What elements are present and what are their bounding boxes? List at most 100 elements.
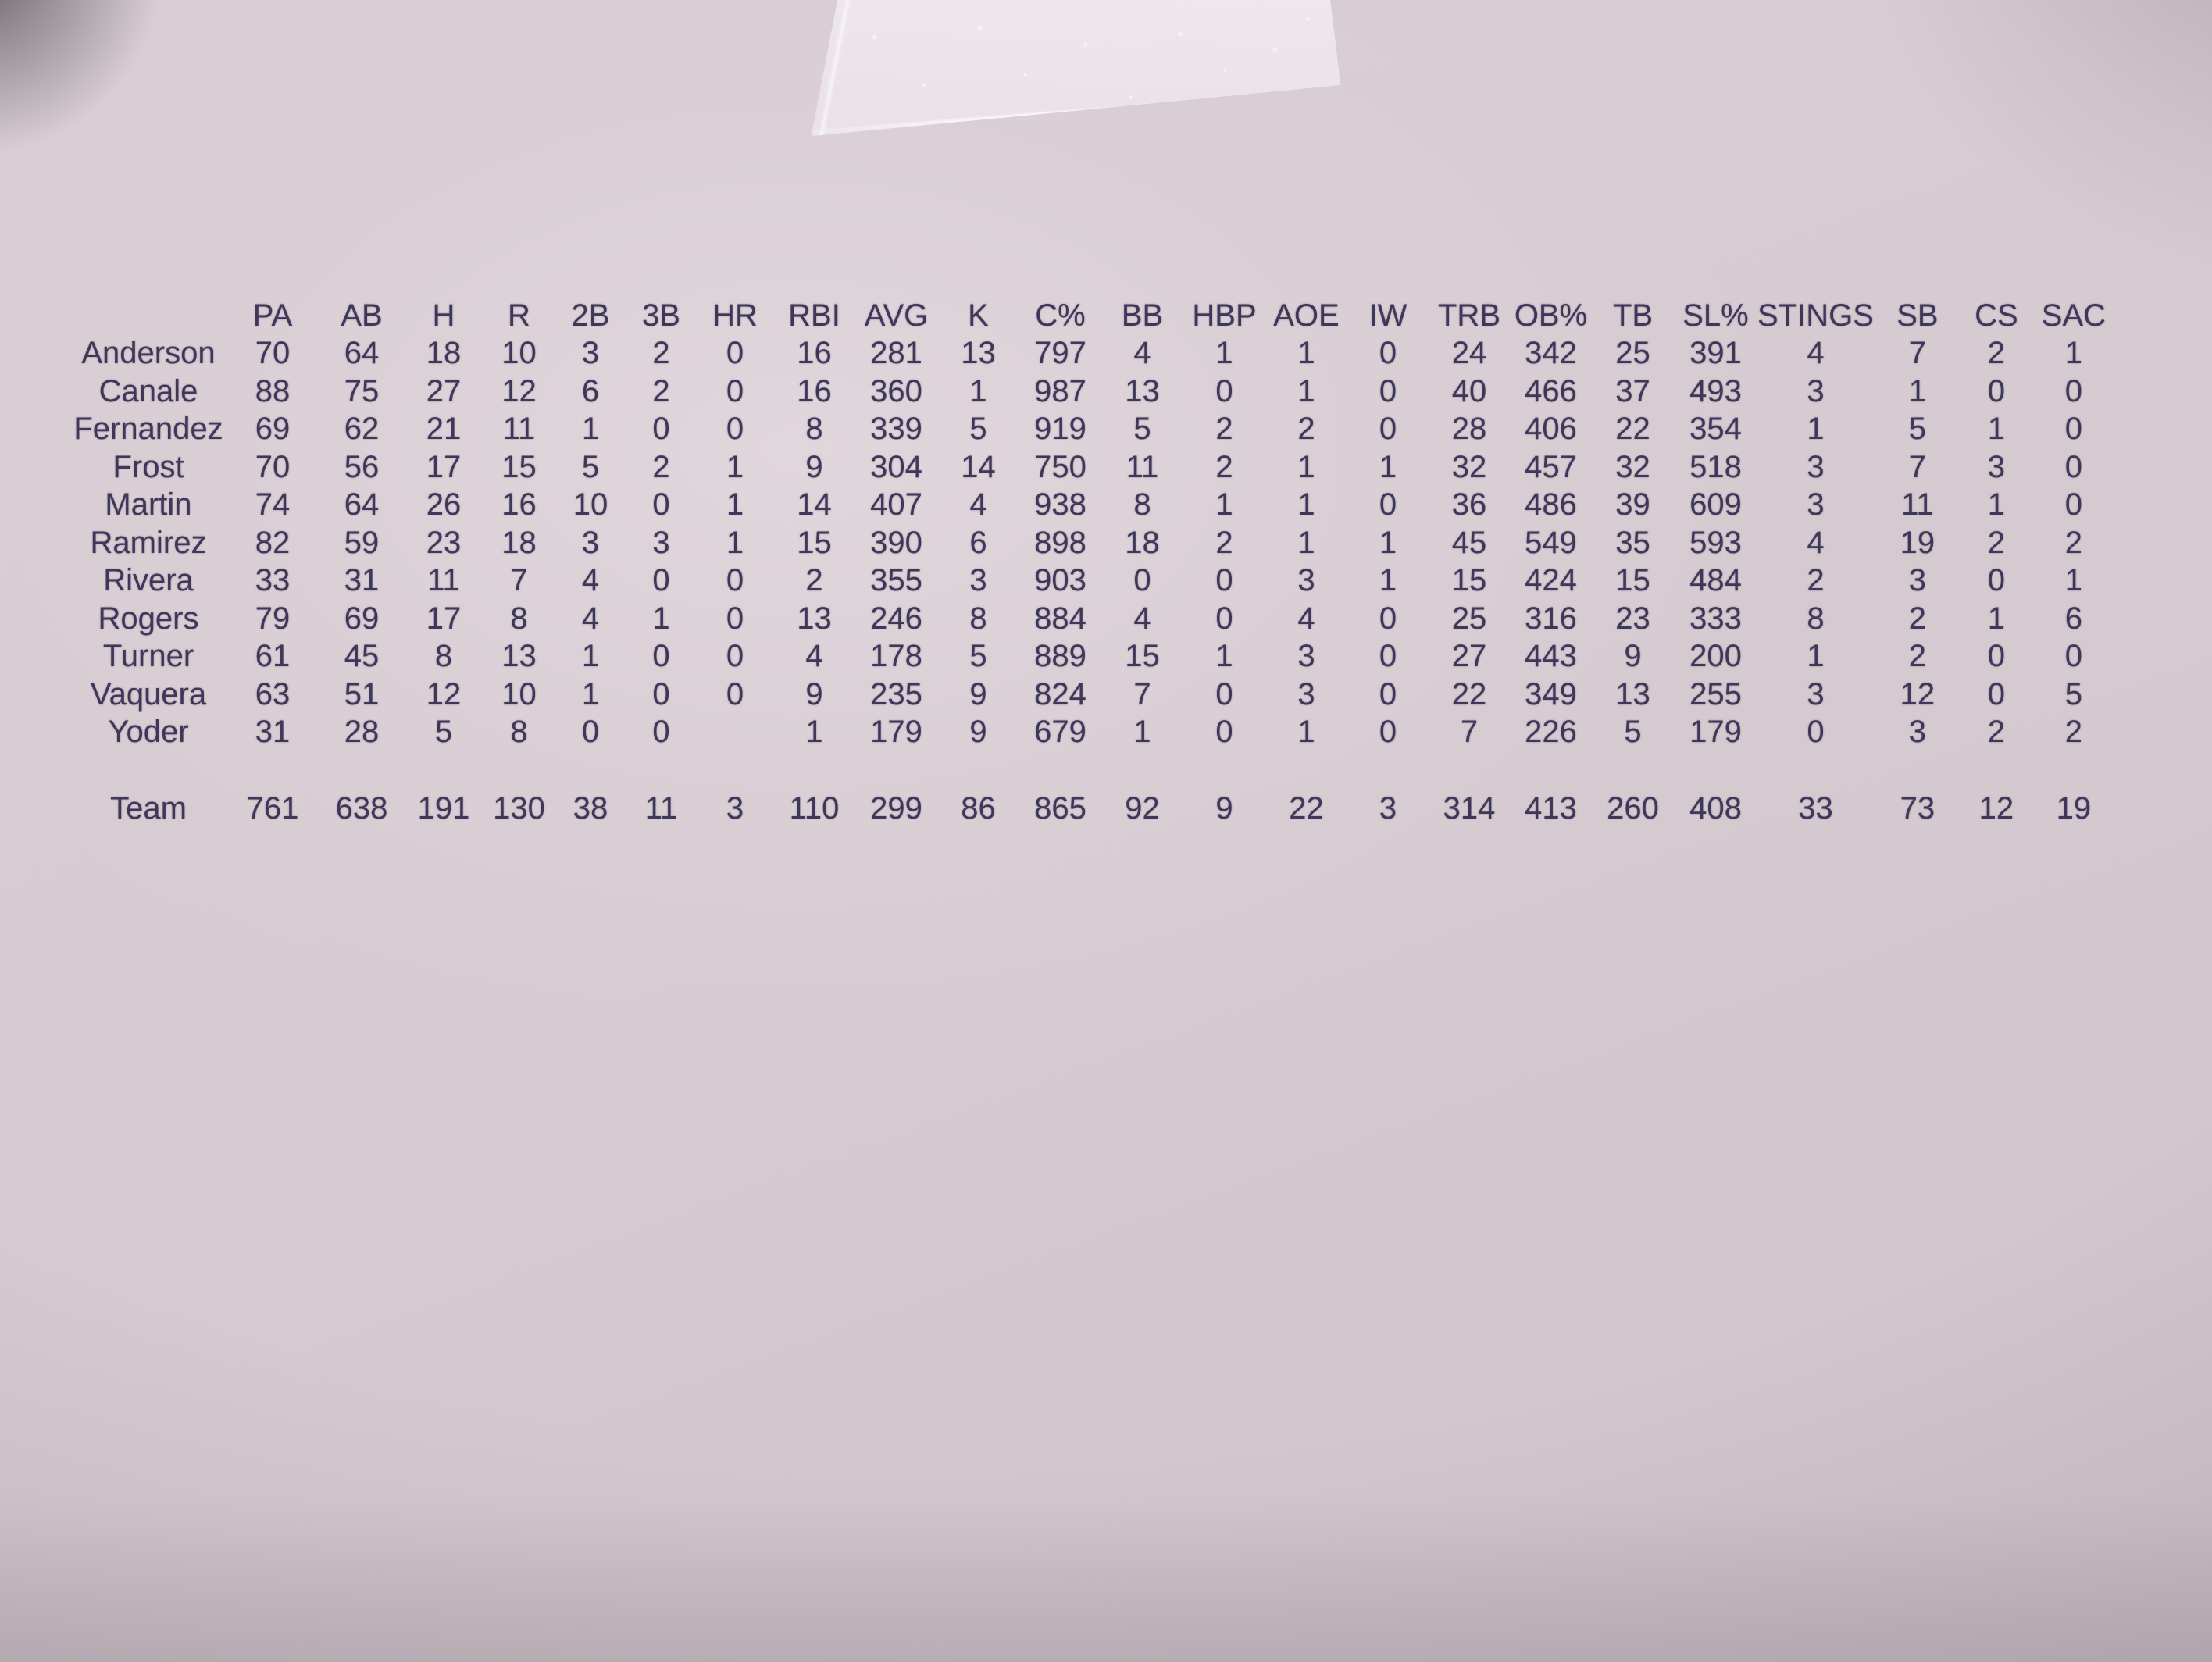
player-row-canale: Canale 88 75 27 12 6 2 0 16 360 1 987 13 0 1 0 40 466 37 49… xyxy=(70,373,2116,411)
stat-cell-r: 8 xyxy=(510,715,528,750)
stat-cell-hr: 0 xyxy=(726,563,744,598)
team-label: Team xyxy=(110,790,187,826)
player-name: Frost xyxy=(112,449,184,484)
stat-cell-ab: 64 xyxy=(344,487,380,522)
stat-cell-obpct: 342 xyxy=(1525,336,1577,371)
stat-cell-rbi: 16 xyxy=(797,336,832,371)
stat-cell-iw: 0 xyxy=(1379,639,1397,674)
stat-cell-trb: 36 xyxy=(1451,487,1487,522)
stat-cell-ab: 28 xyxy=(344,715,380,750)
column-header-r: R xyxy=(508,298,530,333)
stat-cell-aoe: 1 xyxy=(1297,336,1315,371)
stat-cell-ab: 45 xyxy=(344,639,380,674)
stat-cell-iw: 0 xyxy=(1379,715,1397,750)
stat-cell-2b: 4 xyxy=(581,601,600,636)
stat-cell-bb: 0 xyxy=(1133,563,1151,598)
stat-cell-tb: 9 xyxy=(1624,639,1642,674)
stat-cell-avg: 355 xyxy=(870,563,922,598)
stat-cell-cpct: 884 xyxy=(1034,601,1086,636)
stat-cell-cpct: 679 xyxy=(1034,715,1086,750)
player-name: Turner xyxy=(102,639,194,674)
stat-cell-pa: 761 xyxy=(246,790,299,826)
column-header-sb: SB xyxy=(1896,298,1939,333)
stat-cell-obpct: 466 xyxy=(1525,373,1577,408)
stat-cell-hbp: 2 xyxy=(1215,449,1233,484)
stat-cell-pa: 69 xyxy=(255,412,291,447)
column-header-sac: SAC xyxy=(2041,298,2107,333)
stat-cell-slpct: 593 xyxy=(1689,525,1742,560)
stat-cell-h: 21 xyxy=(426,412,462,447)
stat-cell-cs: 3 xyxy=(1987,449,2006,484)
stat-cell-hr: 3 xyxy=(726,790,744,826)
stat-cell-ab: 62 xyxy=(344,412,380,447)
stat-cell-aoe: 1 xyxy=(1297,525,1315,560)
player-row-yoder: Yoder 31 28 5 8 0 0 1 179 9 679 1 0 1 0 7 226 5 179 0 3 2 2 xyxy=(70,714,2116,752)
stat-cell-slpct: 518 xyxy=(1689,449,1742,484)
stat-cell-avg: 339 xyxy=(870,412,922,447)
stat-cell-slpct: 179 xyxy=(1689,715,1742,750)
stat-cell-bb: 1 xyxy=(1133,715,1151,750)
player-name: Vaquera xyxy=(90,676,207,712)
stat-cell-slpct: 408 xyxy=(1689,790,1742,826)
stat-cell-iw: 0 xyxy=(1379,676,1397,712)
stat-cell-aoe: 22 xyxy=(1289,790,1324,826)
stat-cell-h: 17 xyxy=(426,449,462,484)
stat-cell-tb: 15 xyxy=(1615,563,1650,598)
stat-cell-stings: 4 xyxy=(1807,336,1825,371)
stat-cell-iw: 0 xyxy=(1379,373,1397,408)
stat-cell-k: 8 xyxy=(969,601,987,636)
stat-cell-tb: 35 xyxy=(1615,525,1650,560)
stat-cell-sb: 19 xyxy=(1900,525,1936,560)
player-row-vaquera: Vaquera 63 51 12 10 1 0 0 9 235 9 824 7 0 3 0 22 349 13 255… xyxy=(70,676,2116,714)
stat-cell-h: 12 xyxy=(426,676,462,712)
stat-cell-r: 11 xyxy=(502,412,536,447)
stat-cell-2b: 3 xyxy=(581,525,600,560)
stat-cell-bb: 13 xyxy=(1125,373,1160,408)
stat-cell-obpct: 406 xyxy=(1525,412,1577,447)
stat-cell-aoe: 3 xyxy=(1297,639,1315,674)
stat-cell-trb: 7 xyxy=(1460,715,1479,750)
column-header-3b: 3B xyxy=(642,298,680,333)
stat-cell-tb: 13 xyxy=(1615,676,1650,712)
player-name: Anderson xyxy=(81,336,216,371)
stat-cell-iw: 1 xyxy=(1379,449,1397,484)
stat-cell-hr: 0 xyxy=(726,601,744,636)
stat-cell-sac: 0 xyxy=(2064,412,2083,447)
stat-cell-tb: 23 xyxy=(1615,601,1650,636)
stat-cell-tb: 5 xyxy=(1624,715,1642,750)
stat-cell-r: 15 xyxy=(501,449,537,484)
stat-cell-2b: 5 xyxy=(581,449,600,484)
stat-cell-sb: 5 xyxy=(1908,412,1927,447)
column-header-trb: TRB xyxy=(1438,298,1500,333)
stat-cell-sac: 1 xyxy=(2064,563,2083,598)
stat-cell-hr: 0 xyxy=(726,373,744,408)
batting-stats-table: PA AB H R 2B 3B HR RBI AVG K C% BB HBP AOE IW TRB OB% TB S… xyxy=(70,297,2116,828)
column-header-obpct: OB% xyxy=(1514,298,1588,333)
stat-cell-k: 9 xyxy=(969,715,987,750)
column-header-rbi: RBI xyxy=(788,298,840,333)
stat-cell-2b: 1 xyxy=(581,639,600,674)
player-name: Canale xyxy=(98,373,198,408)
stat-cell-sb: 73 xyxy=(1900,790,1936,826)
stat-cell-iw: 0 xyxy=(1379,336,1397,371)
stat-cell-r: 10 xyxy=(501,676,537,712)
stat-cell-ab: 69 xyxy=(344,601,380,636)
stat-cell-rbi: 9 xyxy=(805,449,823,484)
stat-cell-cpct: 919 xyxy=(1034,412,1086,447)
stat-cell-sac: 19 xyxy=(2056,790,2092,826)
stat-cell-aoe: 3 xyxy=(1297,563,1315,598)
stat-cell-sb: 7 xyxy=(1908,336,1927,371)
stat-cell-pa: 63 xyxy=(255,676,291,712)
stat-cell-cs: 0 xyxy=(1987,373,2006,408)
stat-cell-iw: 1 xyxy=(1379,563,1397,598)
stat-cell-cpct: 889 xyxy=(1034,639,1086,674)
column-header-2b: 2B xyxy=(571,298,610,333)
stat-cell-3b: 2 xyxy=(652,449,670,484)
name-column-header xyxy=(70,297,227,335)
stat-cell-cs: 0 xyxy=(1987,676,2006,712)
column-header-hbp: HBP xyxy=(1192,298,1257,333)
stat-cell-tb: 260 xyxy=(1607,790,1659,826)
stat-cell-avg: 390 xyxy=(870,525,922,560)
stat-cell-pa: 79 xyxy=(255,601,291,636)
